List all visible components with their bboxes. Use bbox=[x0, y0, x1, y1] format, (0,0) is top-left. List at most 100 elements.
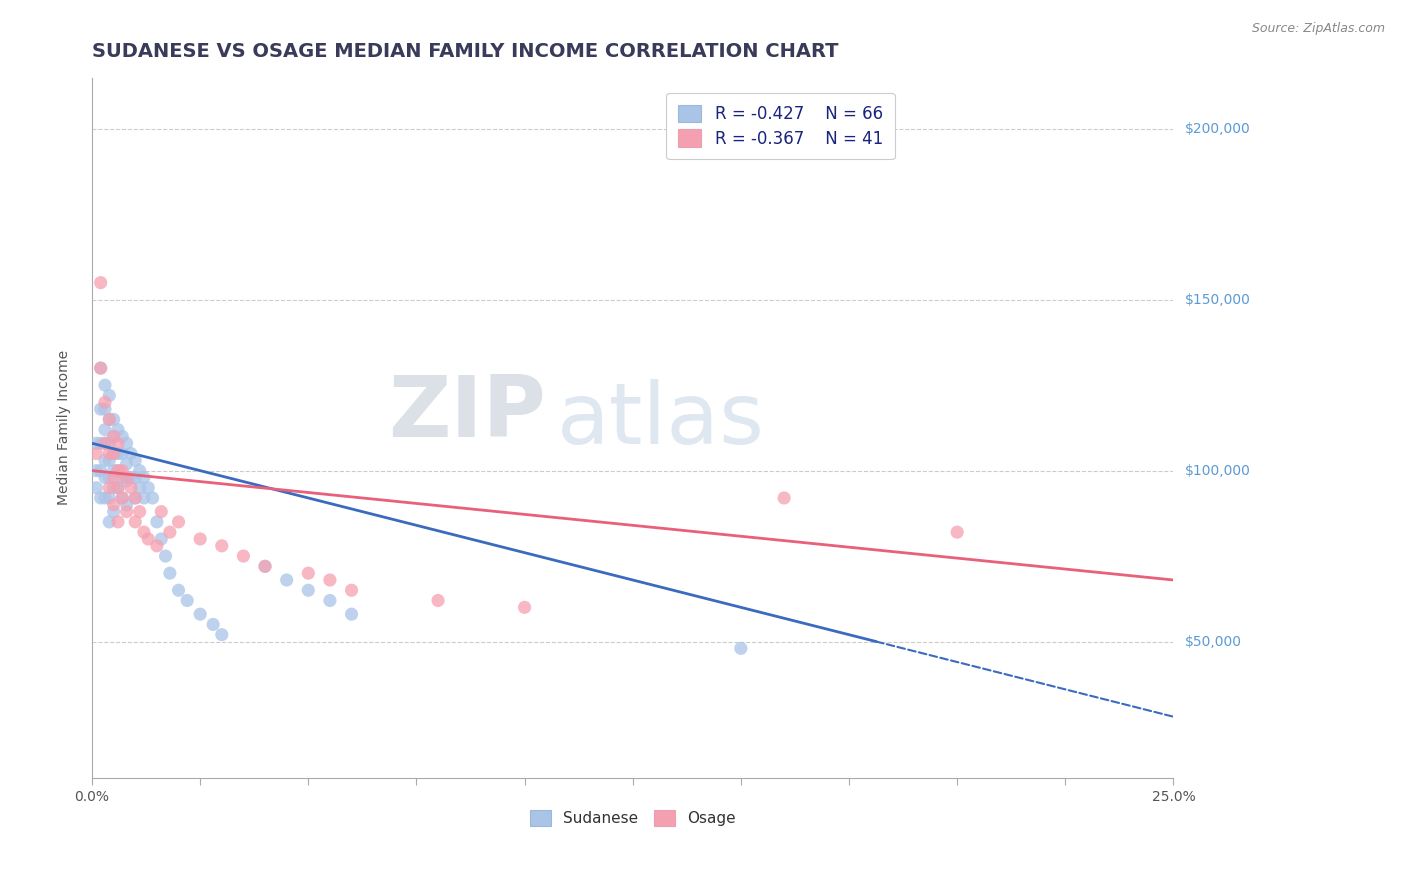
Text: atlas: atlas bbox=[557, 379, 765, 462]
Point bbox=[124, 491, 146, 505]
Point bbox=[150, 532, 173, 546]
Point bbox=[115, 498, 138, 512]
Point bbox=[340, 607, 363, 622]
Point bbox=[232, 549, 254, 563]
Point bbox=[98, 412, 121, 426]
Point bbox=[120, 446, 142, 460]
Point bbox=[513, 600, 536, 615]
Point bbox=[90, 402, 112, 417]
Point bbox=[94, 395, 117, 409]
Point bbox=[167, 583, 190, 598]
Point bbox=[90, 361, 112, 376]
Point bbox=[120, 470, 142, 484]
Point bbox=[132, 491, 155, 505]
Point bbox=[86, 446, 108, 460]
Point bbox=[111, 491, 134, 505]
Point bbox=[254, 559, 277, 574]
Point bbox=[115, 470, 138, 484]
Point bbox=[115, 505, 138, 519]
Point bbox=[319, 593, 342, 607]
Point bbox=[94, 491, 117, 505]
Legend: Sudanese, Osage: Sudanese, Osage bbox=[522, 803, 744, 834]
Point bbox=[188, 532, 211, 546]
Point bbox=[107, 464, 129, 478]
Point bbox=[107, 446, 129, 460]
Point bbox=[94, 436, 117, 450]
Point bbox=[115, 436, 138, 450]
Point bbox=[124, 470, 146, 484]
Point bbox=[115, 457, 138, 471]
Text: $50,000: $50,000 bbox=[1184, 634, 1241, 648]
Point bbox=[98, 515, 121, 529]
Point bbox=[427, 593, 450, 607]
Point bbox=[103, 470, 125, 484]
Point bbox=[94, 402, 117, 417]
Point bbox=[107, 436, 129, 450]
Point bbox=[103, 481, 125, 495]
Point bbox=[211, 628, 233, 642]
Point bbox=[124, 453, 146, 467]
Y-axis label: Median Family Income: Median Family Income bbox=[58, 351, 72, 506]
Point bbox=[98, 446, 121, 460]
Text: $150,000: $150,000 bbox=[1184, 293, 1250, 307]
Point bbox=[103, 412, 125, 426]
Point bbox=[115, 474, 138, 488]
Point bbox=[94, 453, 117, 467]
Point bbox=[98, 470, 121, 484]
Point bbox=[94, 378, 117, 392]
Point bbox=[90, 361, 112, 376]
Point bbox=[176, 593, 198, 607]
Point bbox=[107, 481, 129, 495]
Point bbox=[103, 446, 125, 460]
Point bbox=[773, 491, 796, 505]
Point bbox=[120, 481, 142, 495]
Point bbox=[202, 617, 225, 632]
Point bbox=[103, 505, 125, 519]
Point bbox=[211, 539, 233, 553]
Text: $200,000: $200,000 bbox=[1184, 122, 1250, 136]
Point bbox=[297, 566, 319, 581]
Point bbox=[132, 470, 155, 484]
Point bbox=[124, 515, 146, 529]
Point bbox=[90, 276, 112, 290]
Point bbox=[103, 429, 125, 443]
Point bbox=[107, 423, 129, 437]
Point bbox=[98, 453, 121, 467]
Point bbox=[254, 559, 277, 574]
Point bbox=[946, 525, 969, 540]
Point bbox=[103, 464, 125, 478]
Point bbox=[136, 532, 159, 546]
Point bbox=[90, 491, 112, 505]
Point bbox=[167, 515, 190, 529]
Point bbox=[730, 641, 752, 656]
Point bbox=[94, 423, 117, 437]
Point bbox=[297, 583, 319, 598]
Point bbox=[159, 566, 181, 581]
Point bbox=[319, 573, 342, 587]
Point bbox=[103, 429, 125, 443]
Point bbox=[159, 525, 181, 540]
Point bbox=[98, 481, 121, 495]
Point bbox=[111, 470, 134, 484]
Text: Source: ZipAtlas.com: Source: ZipAtlas.com bbox=[1251, 22, 1385, 36]
Point bbox=[86, 464, 108, 478]
Point bbox=[111, 446, 134, 460]
Text: ZIP: ZIP bbox=[388, 372, 546, 456]
Point bbox=[128, 505, 150, 519]
Text: SUDANESE VS OSAGE MEDIAN FAMILY INCOME CORRELATION CHART: SUDANESE VS OSAGE MEDIAN FAMILY INCOME C… bbox=[91, 42, 838, 61]
Point bbox=[128, 481, 150, 495]
Point bbox=[276, 573, 298, 587]
Point bbox=[107, 481, 129, 495]
Point bbox=[107, 464, 129, 478]
Point bbox=[146, 515, 169, 529]
Point bbox=[111, 464, 134, 478]
Point bbox=[103, 446, 125, 460]
Point bbox=[111, 429, 134, 443]
Point bbox=[86, 481, 108, 495]
Point bbox=[90, 464, 112, 478]
Point bbox=[103, 498, 125, 512]
Point bbox=[86, 436, 108, 450]
Point bbox=[132, 525, 155, 540]
Point bbox=[150, 505, 173, 519]
Point bbox=[107, 515, 129, 529]
